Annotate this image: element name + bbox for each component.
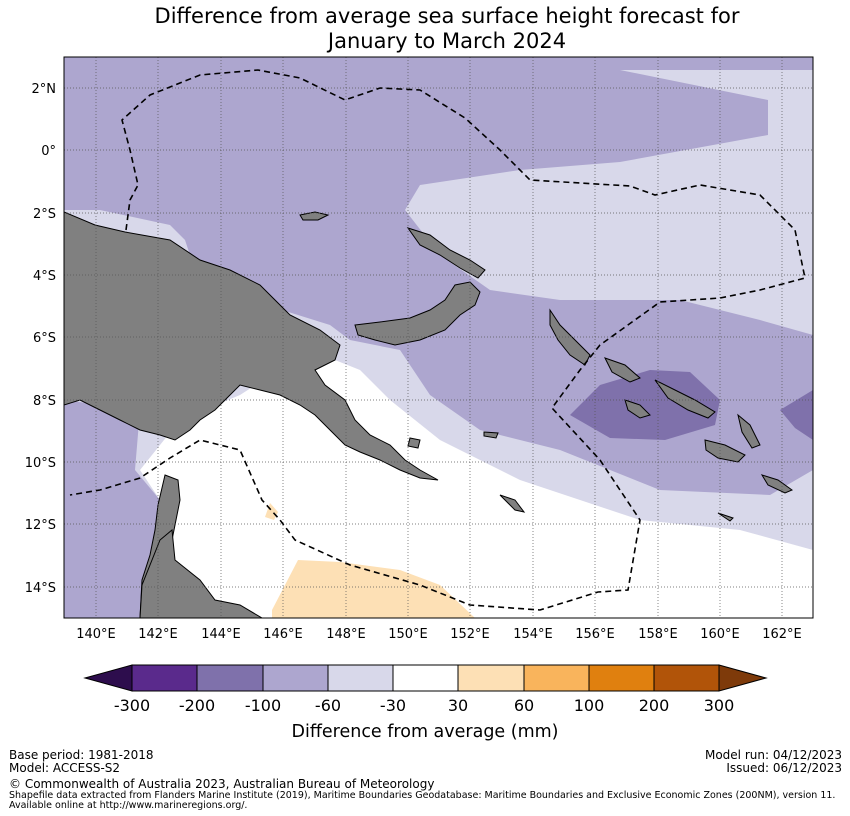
colorbar-segment	[457, 664, 525, 692]
colorbar-tick: 200	[639, 696, 670, 715]
lon-label: 154°E	[513, 627, 553, 642]
model-name: Model: ACCESS-S2	[9, 761, 121, 775]
land-rennell	[717, 512, 734, 522]
lon-label: 144°E	[201, 627, 241, 642]
lon-label: 152°E	[450, 627, 490, 642]
anomaly-band-neutral	[140, 350, 813, 618]
model-run: Model run: 04/12/2023	[704, 748, 842, 762]
map-frame	[63, 56, 814, 619]
lat-label: 14°S	[25, 581, 56, 596]
colorbar-tick: 60	[514, 696, 534, 715]
issued-date: Issued: 06/12/2023	[726, 761, 842, 775]
land-new-ireland	[406, 227, 486, 279]
land-australia-mainland	[139, 529, 263, 618]
lat-label: 2°N	[32, 82, 57, 97]
land-dentrecasteaux	[407, 437, 421, 449]
colorbar-tick: -100	[245, 696, 281, 715]
land-malaita	[737, 413, 761, 449]
colorbar-segment	[588, 664, 655, 692]
land-new-georgia	[624, 399, 651, 419]
anomaly-band-minus100	[570, 370, 720, 440]
colorbar-tick: 300	[704, 696, 735, 715]
colorbar-segment	[718, 664, 768, 692]
shapefile-url: Available online at http://www.marinereg…	[9, 800, 248, 811]
land-louisiade	[499, 494, 526, 513]
graticule	[64, 57, 813, 618]
colorbar-ticks: -300 -200 -100 -60 -30 30 60 100 200 300	[114, 696, 734, 715]
lat-label: 6°S	[33, 331, 56, 346]
colorbar-tick: 100	[574, 696, 605, 715]
anomaly-band-plus30	[272, 560, 475, 618]
colorbar-segment	[653, 664, 720, 692]
colorbar-segment	[131, 664, 198, 692]
land-manus	[299, 211, 330, 221]
lon-label: 150°E	[388, 627, 428, 642]
eez-boundary	[69, 69, 806, 611]
colorbar-segment	[196, 664, 264, 692]
title-line-1: Difference from average sea surface heig…	[154, 4, 740, 28]
land-guadalcanal	[704, 439, 746, 463]
lon-label: 160°E	[700, 627, 740, 642]
chart-title: Difference from average sea surface heig…	[0, 4, 850, 54]
land-new-britain	[354, 281, 481, 346]
land-woodlark	[483, 431, 499, 439]
colorbar-segment	[327, 664, 394, 692]
anomaly-band-minus100-east	[780, 390, 813, 440]
copyright: © Commonwealth of Australia 2023, Austra…	[9, 777, 435, 791]
anomaly-band-minus60-southwest	[64, 400, 160, 618]
colorbar-label: Difference from average (mm)	[291, 722, 558, 742]
colorbar-tick: -60	[315, 696, 341, 715]
lat-label: 10°S	[25, 456, 56, 471]
longitude-labels: 140°E 142°E 144°E 146°E 148°E 150°E 152°…	[76, 627, 802, 642]
shapefile-credit: Shapefile data extracted from Flanders M…	[9, 790, 836, 801]
lat-label: 4°S	[33, 269, 56, 284]
map-area	[64, 57, 813, 618]
colorbar-tick: -30	[380, 696, 406, 715]
land-makira	[760, 474, 794, 494]
colorbar-segment	[262, 664, 329, 692]
colorbar-tick: -200	[179, 696, 215, 715]
colorbar	[83, 664, 768, 692]
land-new-guinea	[64, 211, 439, 481]
anomaly-band-plus30-small	[265, 503, 278, 520]
colorbar-segment	[83, 664, 133, 692]
title-line-2: January to March 2024	[327, 29, 567, 53]
lat-label: 2°S	[33, 207, 56, 222]
colorbar-segment	[523, 664, 590, 692]
lat-label: 8°S	[33, 394, 56, 409]
colorbar-tick: -300	[114, 696, 150, 715]
base-period: Base period: 1981-2018	[9, 748, 154, 762]
latitude-labels: 2°N 0° 2°S 4°S 6°S 8°S 10°S 12°S 14°S	[25, 82, 56, 596]
lat-label: 12°S	[25, 518, 56, 533]
lon-label: 142°E	[138, 627, 178, 642]
lon-label: 148°E	[326, 627, 366, 642]
land-santa-isabel	[654, 379, 716, 419]
lon-label: 158°E	[638, 627, 678, 642]
lon-label: 156°E	[575, 627, 615, 642]
lon-label: 162°E	[762, 627, 802, 642]
colorbar-tick: 30	[448, 696, 468, 715]
lon-label: 140°E	[76, 627, 116, 642]
lat-label: 0°	[41, 144, 56, 159]
lon-label: 146°E	[263, 627, 303, 642]
land-choiseul	[604, 357, 641, 383]
colorbar-segment	[392, 664, 459, 692]
